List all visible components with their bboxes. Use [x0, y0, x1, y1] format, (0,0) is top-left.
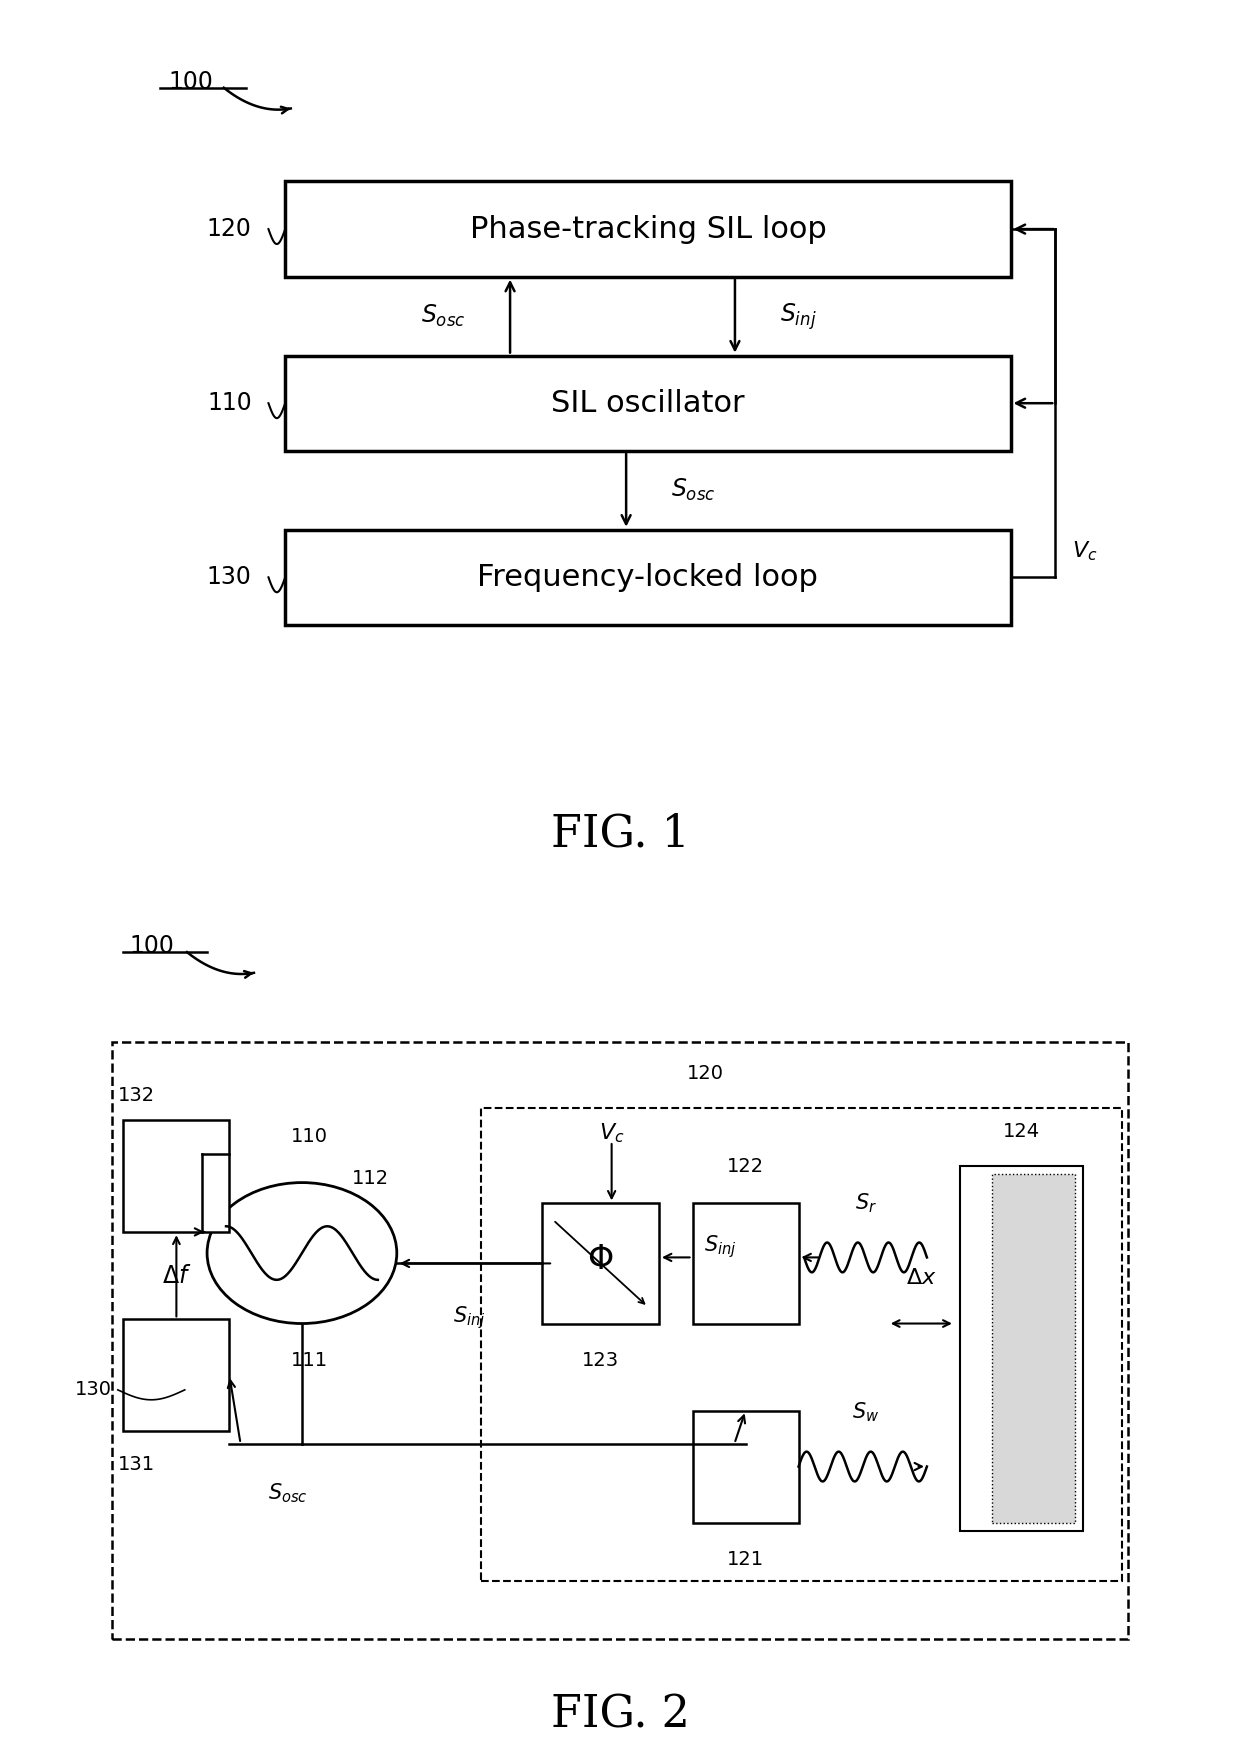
Bar — [692, 1203, 799, 1323]
Text: Frequency-locked loop: Frequency-locked loop — [477, 563, 818, 591]
Text: $V_c$: $V_c$ — [1071, 540, 1097, 563]
Text: 121: 121 — [727, 1551, 764, 1570]
Text: 122: 122 — [727, 1157, 764, 1175]
Text: $S_{osc}$: $S_{osc}$ — [671, 476, 715, 503]
Text: 130: 130 — [76, 1381, 112, 1399]
Text: $V_c$: $V_c$ — [599, 1122, 625, 1145]
Text: $S_r$: $S_r$ — [854, 1192, 877, 1215]
Text: 120: 120 — [207, 217, 252, 242]
Text: 112: 112 — [352, 1170, 389, 1187]
Bar — [285, 182, 1011, 277]
Text: $S_{inj}$: $S_{inj}$ — [704, 1233, 737, 1259]
Text: FIG. 1: FIG. 1 — [551, 813, 689, 856]
Text: 131: 131 — [118, 1455, 155, 1475]
Bar — [481, 1108, 1122, 1581]
Text: $S_{osc}$: $S_{osc}$ — [268, 1482, 308, 1505]
Bar — [961, 1166, 1084, 1531]
Text: 100: 100 — [167, 71, 213, 93]
Text: 130: 130 — [207, 564, 252, 589]
Text: $\Phi$: $\Phi$ — [588, 1244, 614, 1275]
Text: $S_{inj}$: $S_{inj}$ — [780, 302, 816, 332]
Bar — [285, 356, 1011, 452]
Text: 120: 120 — [687, 1064, 724, 1083]
Text: 110: 110 — [290, 1127, 327, 1147]
Bar — [123, 1319, 229, 1431]
Text: $\Delta x$: $\Delta x$ — [906, 1268, 936, 1288]
Text: FIG. 2: FIG. 2 — [551, 1693, 689, 1736]
Bar — [285, 529, 1011, 624]
Bar — [542, 1203, 660, 1323]
Text: 123: 123 — [582, 1351, 619, 1371]
Text: 110: 110 — [207, 392, 252, 415]
Text: Phase-tracking SIL loop: Phase-tracking SIL loop — [470, 215, 826, 243]
Text: $S_w$: $S_w$ — [852, 1401, 879, 1425]
Text: $\Delta f$: $\Delta f$ — [161, 1263, 191, 1288]
Text: 100: 100 — [129, 935, 174, 958]
Text: $S_{osc}$: $S_{osc}$ — [420, 303, 465, 330]
Bar — [123, 1120, 229, 1233]
Text: 124: 124 — [1003, 1122, 1040, 1141]
Text: 111: 111 — [290, 1351, 327, 1371]
Text: $S_{inj}$: $S_{inj}$ — [453, 1304, 486, 1330]
Bar — [692, 1411, 799, 1522]
Text: 132: 132 — [118, 1087, 155, 1104]
Bar — [992, 1175, 1075, 1522]
Bar — [112, 1041, 1128, 1639]
Text: SIL oscillator: SIL oscillator — [551, 388, 745, 418]
